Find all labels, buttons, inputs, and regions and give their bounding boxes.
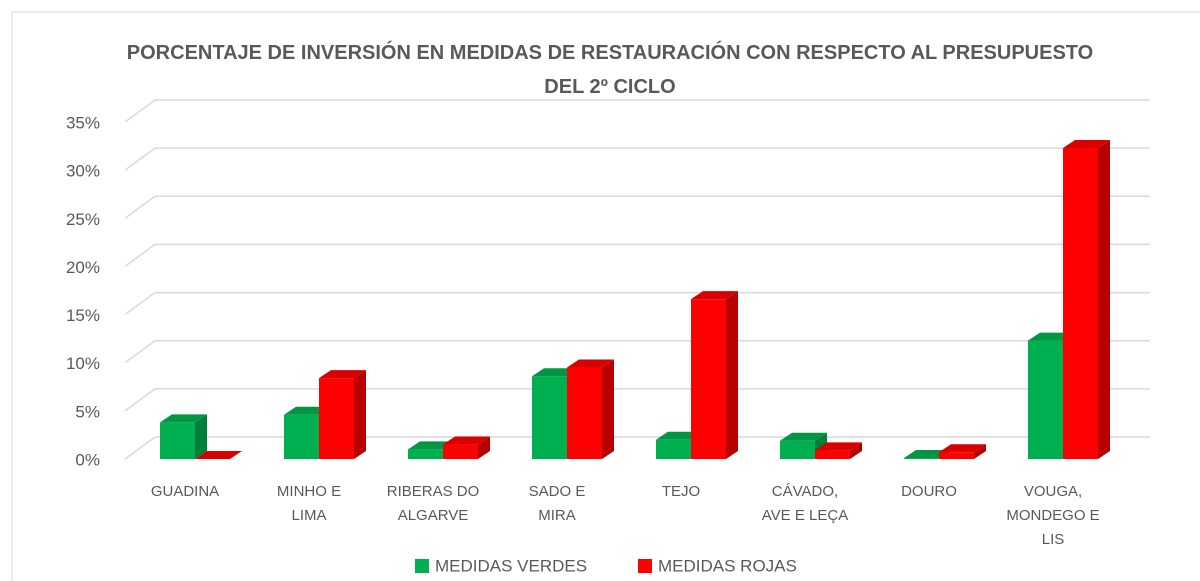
bar-top <box>443 436 490 445</box>
grid-line <box>124 339 1150 364</box>
bar <box>1028 340 1063 459</box>
x-tick-label: TEJO <box>661 483 701 500</box>
y-tick-label: 20% <box>66 258 100 277</box>
grid-line <box>124 291 1150 316</box>
x-tick-label: GUADINA <box>150 483 220 500</box>
bar-top <box>815 442 862 451</box>
bar <box>904 458 939 459</box>
y-tick-label: 0% <box>75 450 100 469</box>
bar-side <box>974 444 986 459</box>
bar-side <box>726 291 738 459</box>
bar-top <box>567 359 614 368</box>
y-tick-label: 5% <box>75 402 100 421</box>
y-tick-label: 35% <box>66 113 100 132</box>
bar-side <box>850 442 862 459</box>
bar <box>443 444 478 459</box>
bar <box>284 414 319 459</box>
bar-side <box>478 436 490 459</box>
grid-line <box>124 147 1150 171</box>
bar <box>567 367 602 459</box>
y-tick-label: 30% <box>66 162 100 181</box>
bar <box>780 440 815 459</box>
bar-top <box>160 414 207 423</box>
bar <box>408 449 443 459</box>
legend-label: MEDIDAS ROJAS <box>658 556 797 575</box>
y-tick-label: 15% <box>66 306 100 325</box>
chart-border <box>11 11 1200 581</box>
x-tick-label: DOURO <box>901 483 957 500</box>
bar-side <box>195 414 207 459</box>
x-tick-label: RIBERAS DO ALGARVE <box>386 483 480 524</box>
bar-top <box>319 370 366 379</box>
bar-top <box>939 444 986 453</box>
bar-top <box>1063 139 1110 148</box>
grid-line <box>124 436 1150 460</box>
x-tick-label: SADO E MIRA <box>528 483 586 524</box>
legend-label: MEDIDAS VERDES <box>435 556 587 575</box>
bar <box>939 452 974 459</box>
bar-top <box>691 291 738 300</box>
y-tick-label: 10% <box>66 354 100 373</box>
bar-side <box>1098 139 1110 460</box>
bar <box>1063 147 1098 460</box>
bar <box>656 439 691 459</box>
bar <box>691 299 726 459</box>
bar <box>815 450 850 459</box>
bar <box>160 422 195 459</box>
bar-top <box>195 451 242 459</box>
bar-top <box>780 432 827 441</box>
grid-line <box>124 195 1150 219</box>
legend-swatch <box>638 559 652 573</box>
bar <box>532 376 567 459</box>
bar <box>319 378 354 459</box>
x-tick-label: MINHO E LIMA <box>276 483 342 524</box>
x-tick-label: CÁVADO, AVE E LEÇA <box>761 483 849 524</box>
grid-line <box>124 99 1150 123</box>
grid-line <box>124 388 1150 412</box>
grid-line <box>124 243 1150 268</box>
x-tick-label: VOUGA, MONDEGO E LIS <box>1006 483 1100 548</box>
bar-side <box>354 370 366 459</box>
chart-title: PORCENTAJE DE INVERSIÓN EN MEDIDAS DE RE… <box>126 42 1094 98</box>
y-tick-label: 25% <box>66 210 100 229</box>
legend-swatch <box>415 559 429 573</box>
bar-side <box>602 359 614 459</box>
